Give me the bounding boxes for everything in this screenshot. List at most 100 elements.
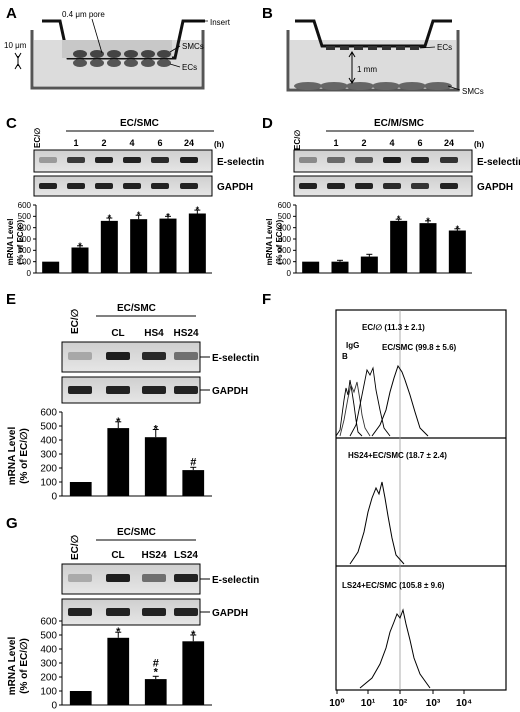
y-tick-label: 100 [18, 257, 32, 266]
band-label-gapdh-d: GAPDH [477, 182, 513, 193]
pore-label: 0.4 μm pore [62, 10, 105, 19]
ylabel-c-1: mRNA Level [6, 219, 15, 266]
y-tick-label: 400 [40, 645, 57, 656]
blot-band [68, 574, 92, 582]
blot-band [440, 183, 458, 189]
band-label-eselectin-d: E-selectin [477, 157, 520, 168]
y-tick-label: 300 [278, 235, 292, 244]
histogram-hs24 [349, 481, 405, 565]
blot-band [174, 352, 198, 360]
ecs-label-b: ECs [437, 43, 452, 52]
bar [107, 428, 130, 496]
histogram-ec-smc [371, 364, 429, 437]
lane-label: 1 [73, 138, 78, 148]
lane-control-c: EC/∅ [33, 128, 42, 148]
bar [100, 220, 118, 273]
panel-label-f: F [262, 291, 271, 308]
bar-chart-d: 0 100 200 300 400 500 600 * * * [278, 201, 472, 278]
lane-labels-c: 1 2 4 6 24 [73, 138, 194, 148]
lane-label: 2 [101, 138, 106, 148]
significance-mark: * [191, 629, 196, 641]
blot-band [174, 574, 198, 582]
lane-labels-g: CL HS24 LS24 [111, 550, 198, 561]
lane-labels-e: CL HS4 HS24 [111, 328, 199, 339]
label-ec-smc: EC/SMC (99.8 ± 5.6) [382, 343, 457, 352]
panel-label-b: B [262, 5, 273, 22]
unit-label-c: (h) [214, 140, 225, 149]
lane-label: 4 [129, 138, 134, 148]
y-tick-label: 600 [18, 201, 32, 210]
band-label-gapdh-e: GAPDH [212, 386, 248, 397]
panel-a: A 10 μm 0.4 μm pore Insert SMCs ECs [4, 5, 231, 90]
insert-label: Insert [210, 18, 231, 27]
y-tick-label: 300 [18, 235, 32, 244]
smcs-label-a: SMCs [182, 42, 204, 51]
bar [159, 218, 177, 273]
blot-band [106, 608, 130, 616]
blot-band [180, 157, 198, 163]
y-tick-label: 400 [40, 436, 57, 447]
ylabel-e-1: mRNA Level [7, 427, 18, 486]
lane-label: 1 [333, 138, 338, 148]
x-tick-label: 10¹ [361, 698, 376, 709]
y-tick-label: 200 [278, 246, 292, 255]
ylabel-g-1: mRNA Level [7, 637, 18, 696]
ylabel-d-2: (% of EC/∅) [275, 219, 284, 264]
bar [302, 261, 320, 273]
blot-band [106, 386, 130, 394]
blot-band [174, 608, 198, 616]
group-label-e: EC/SMC [117, 303, 156, 314]
blot-band [106, 574, 130, 582]
bar [182, 470, 205, 496]
bar [107, 637, 130, 705]
bar [42, 261, 60, 273]
bar [182, 641, 205, 705]
label-igg: IgG [346, 341, 359, 350]
y-tick-label: 600 [40, 617, 57, 628]
blot-band [68, 352, 92, 360]
well-b [286, 30, 460, 92]
y-tick-label: 400 [278, 223, 292, 232]
y-tick-label: 0 [51, 492, 57, 503]
ylabel-e-2: (% of EC/∅) [19, 428, 30, 484]
blot-band [67, 183, 85, 189]
lane-label: HS24 [173, 328, 198, 339]
blot-band [67, 157, 85, 163]
ec-layer-b [326, 46, 419, 50]
significance-mark: * [137, 210, 141, 220]
blot-band [142, 352, 166, 360]
blot-band [106, 352, 130, 360]
ylabel-g-2: (% of EC/∅) [19, 638, 30, 694]
significance-mark: * [154, 666, 159, 678]
panel-label-a: A [6, 5, 17, 22]
lane-control-d: EC/∅ [293, 130, 302, 150]
y-tick-label: 500 [278, 212, 292, 221]
blot-band [411, 183, 429, 189]
panel-e: E EC/∅ EC/SMC CL HS4 HS24 E-selectin GAPDH… [6, 291, 259, 503]
bar [419, 223, 437, 273]
panel-f: F B IgG EC/∅ (11.3 ± 2.1) EC/SMC (99.8 ±… [262, 291, 507, 709]
histogram-ec-null [349, 366, 391, 437]
significance-mark: * [397, 214, 401, 224]
bar-chart-c: 0 100 200 300 400 500 600 * * * * * [18, 201, 212, 278]
histogram-ls24 [359, 608, 431, 689]
y-tick-label: 100 [278, 257, 292, 266]
y-tick-label: 600 [278, 201, 292, 210]
y-tick-label: 500 [18, 212, 32, 221]
y-tick-label: 0 [27, 269, 32, 278]
blot-band [123, 157, 141, 163]
y-tick-label: 600 [40, 408, 57, 419]
y-tick-label: 200 [40, 673, 57, 684]
blot-band [411, 157, 429, 163]
band-label-eselectin-g: E-selectin [212, 575, 259, 586]
blot-band [151, 157, 169, 163]
bar [130, 219, 148, 273]
blot-band [68, 608, 92, 616]
smc-layer-b [294, 82, 452, 90]
band-label-gapdh-g: GAPDH [212, 608, 248, 619]
lane-label: 24 [184, 138, 194, 148]
blot-band [355, 157, 373, 163]
lane-label: HS24 [141, 550, 166, 561]
blot-band [180, 183, 198, 189]
panel-label-c: C [6, 115, 17, 132]
